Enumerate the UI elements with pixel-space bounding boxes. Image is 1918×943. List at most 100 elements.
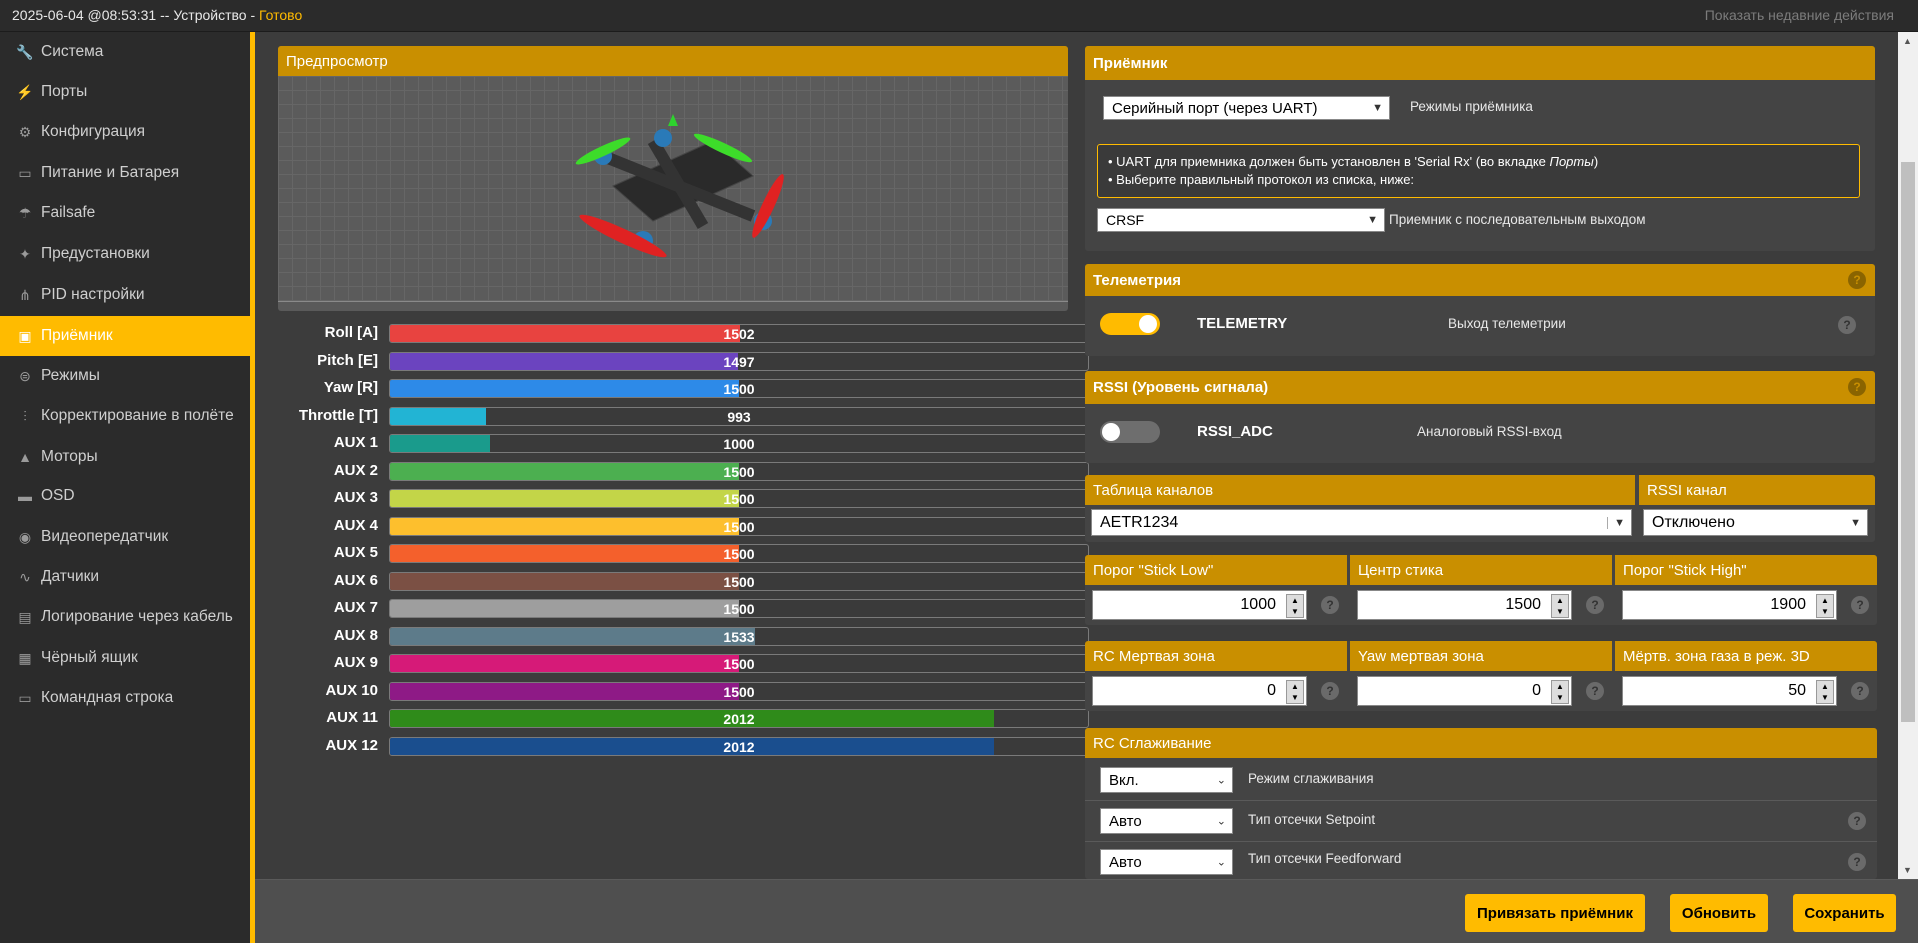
help-icon[interactable]: ? [1851, 596, 1869, 614]
log-icon: ▤ [18, 608, 32, 625]
help-icon[interactable]: ? [1586, 596, 1604, 614]
rssi-adc-toggle[interactable] [1100, 421, 1160, 443]
stepper-icon[interactable]: ▲ ▼ [1816, 680, 1834, 704]
sidebar-item-label: Командная строка [41, 689, 174, 706]
feedforward-cutoff-select[interactable]: Авто ⌄ [1100, 849, 1233, 875]
rssi-channel-title: RSSI канал [1647, 481, 1727, 499]
sidebar-item[interactable]: ⊜ Режимы [0, 356, 250, 396]
chevron-down-icon: ▼ [1367, 214, 1378, 226]
receiver-title: Приёмник [1093, 54, 1168, 72]
wrench-icon: 🔧 [16, 43, 34, 60]
stepper-icon[interactable]: ▲ ▼ [1551, 594, 1569, 618]
smoothing-mode-value: Вкл. [1109, 771, 1139, 789]
sidebar-item[interactable]: ☂ Failsafe [0, 193, 250, 233]
help-icon[interactable]: ? [1321, 596, 1339, 614]
sidebar-item[interactable]: ⚙ Конфигурация [0, 112, 250, 152]
sidebar-item[interactable]: ◉ Видеопередатчик [0, 517, 250, 557]
channel-row: AUX 10 1500 [278, 678, 1089, 705]
ports-tab-ref: Порты [1549, 154, 1594, 169]
channel-row: AUX 12 2012 [278, 733, 1089, 760]
channel-meter: 1500 [389, 681, 1089, 701]
help-icon[interactable]: ? [1321, 682, 1339, 700]
feedforward-cutoff-label: Тип отсечки Feedforward [1248, 851, 1402, 866]
telemetry-toggle[interactable] [1100, 313, 1160, 335]
stepper-icon[interactable]: ▲ ▼ [1286, 594, 1304, 618]
show-recent-actions-link[interactable]: Показать недавние действия [1704, 7, 1894, 23]
sidebar-item[interactable]: ▦ Чёрный ящик [0, 638, 250, 678]
channel-map-header: Таблица каналов [1085, 475, 1635, 505]
channel-row: AUX 11 2012 [278, 705, 1089, 732]
sidebar-item[interactable]: ⋔ PID настройки [0, 275, 250, 315]
sidebar-item-label: Корректирование в полёте [41, 407, 234, 424]
rc-smoothing-header: RC Сглаживание [1085, 728, 1877, 758]
serial-protocol-select[interactable]: CRSF ▼ [1097, 208, 1385, 232]
sidebar-item[interactable]: ▭ Питание и Батарея [0, 153, 250, 193]
stick-high-input[interactable]: 1900 ▲ ▼ [1622, 590, 1837, 620]
scroll-up-icon[interactable]: ▲ [1903, 36, 1912, 46]
stepper-icon[interactable]: ▲ ▼ [1286, 680, 1304, 704]
stick-panel: Порог "Stick Low" Центр стика Порог "Sti… [1085, 555, 1877, 625]
sidebar-item[interactable]: ▤ Логирование через кабель [0, 597, 250, 637]
receiver-mode-select[interactable]: Серийный порт (через UART) ▼ [1103, 96, 1390, 120]
stick-center-input[interactable]: 1500 ▲ ▼ [1357, 590, 1572, 620]
channel-fill [390, 435, 490, 452]
channel-label: AUX 8 [333, 626, 378, 644]
sidebar-item[interactable]: ▬ OSD [0, 476, 250, 516]
save-button[interactable]: Сохранить [1793, 894, 1896, 932]
channel-value: 1497 [723, 353, 755, 370]
blackbox-icon: ▦ [18, 649, 32, 666]
bind-receiver-button[interactable]: Привязать приёмник [1465, 894, 1645, 932]
sidebar-item[interactable]: ▲ Моторы [0, 437, 250, 477]
help-icon[interactable]: ? [1848, 853, 1866, 871]
help-icon[interactable]: ? [1851, 682, 1869, 700]
stepper-icon[interactable]: ▲ ▼ [1551, 680, 1569, 704]
help-icon[interactable]: ? [1848, 812, 1866, 830]
channel-value: 1500 [723, 601, 755, 617]
channel-row: AUX 6 1500 [278, 568, 1089, 595]
channel-fill [390, 600, 739, 617]
refresh-button[interactable]: Обновить [1670, 894, 1768, 932]
channel-row: AUX 8 1533 [278, 623, 1089, 650]
channel-map-value: AETR1234 [1100, 513, 1179, 531]
channel-value: 993 [727, 408, 751, 425]
sidebar-item[interactable]: ⚡ Порты [0, 72, 250, 112]
sidebar-item[interactable]: ✦ Предустановки [0, 234, 250, 274]
channel-row: Yaw [R] 1500 [278, 375, 1089, 402]
help-icon[interactable]: ? [1838, 316, 1856, 334]
sidebar-item[interactable]: ▭ Командная строка [0, 678, 250, 718]
plug-icon: ⚡ [16, 83, 34, 100]
rc-deadband-input[interactable]: 0 ▲ ▼ [1092, 676, 1307, 706]
sidebar-item[interactable]: 🔧 Система [0, 32, 250, 72]
help-icon[interactable]: ? [1848, 271, 1866, 289]
stepper-icon[interactable]: ▲ ▼ [1816, 594, 1834, 618]
sidebar-item[interactable]: ⫶ Корректирование в полёте [0, 396, 250, 436]
channel-label: Roll [A] [324, 324, 378, 341]
channel-map-select[interactable]: AETR1234 ▼ [1091, 509, 1632, 536]
rssi-feature-name: RSSI_ADC [1197, 423, 1273, 440]
sidebar-item[interactable]: ∿ Датчики [0, 557, 250, 597]
content-scrollbar[interactable]: ▲ ▼ [1898, 32, 1918, 879]
rc-deadband-value: 0 [1267, 682, 1276, 699]
rssi-channel-select[interactable]: Отключено ▼ [1643, 509, 1868, 536]
help-icon[interactable]: ? [1848, 378, 1866, 396]
setpoint-cutoff-label: Тип отсечки Setpoint [1248, 812, 1376, 827]
channel-row: Throttle [T] 993 [278, 403, 1089, 430]
receiver-header: Приёмник [1085, 46, 1875, 80]
model-viewport[interactable] [278, 76, 1068, 301]
stick-low-input[interactable]: 1000 ▲ ▼ [1092, 590, 1307, 620]
help-icon[interactable]: ? [1586, 682, 1604, 700]
sidebar-item[interactable]: ▣ Приёмник [0, 316, 250, 356]
stick-low-title: Порог "Stick Low" [1093, 561, 1214, 579]
status-ready: Готово [259, 7, 303, 23]
yaw-deadband-input[interactable]: 0 ▲ ▼ [1357, 676, 1572, 706]
setpoint-cutoff-select[interactable]: Авто ⌄ [1100, 808, 1233, 834]
channel-fill [390, 380, 739, 397]
channel-meter: 1502 [389, 324, 1089, 343]
terminal-icon: ▭ [18, 689, 32, 706]
channel-label: AUX 9 [333, 654, 378, 671]
channel-label: Throttle [T] [298, 406, 378, 424]
scrollbar-thumb[interactable] [1901, 162, 1915, 722]
smoothing-mode-select[interactable]: Вкл. ⌄ [1100, 767, 1233, 793]
throttle-deadband-input[interactable]: 50 ▲ ▼ [1622, 676, 1837, 706]
scroll-down-icon[interactable]: ▼ [1903, 865, 1912, 875]
